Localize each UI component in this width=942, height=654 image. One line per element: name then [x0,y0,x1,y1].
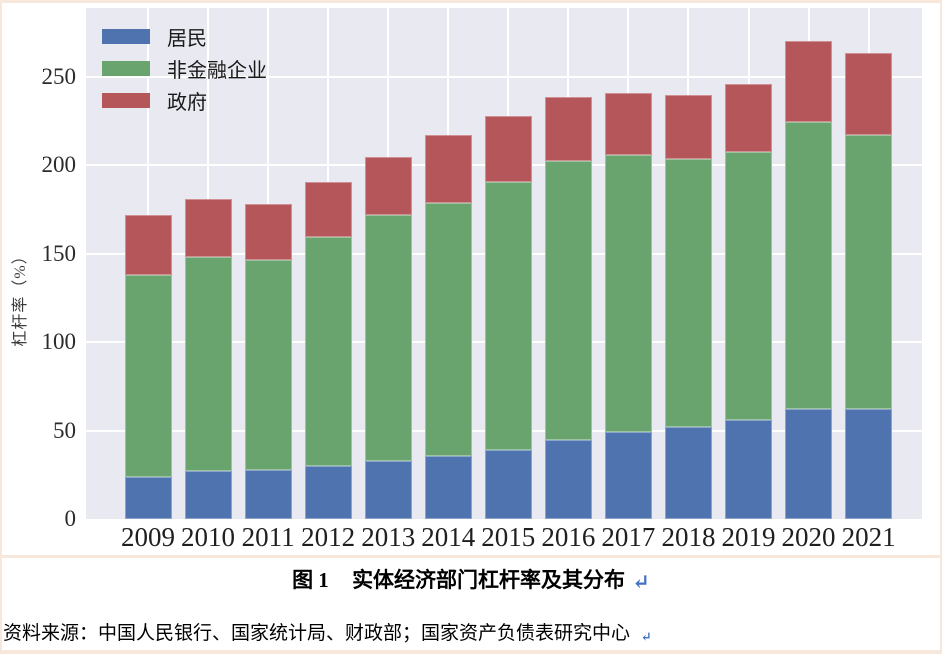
bar-segment-政府-2009 [124,214,172,276]
bar-segment-政府-2018 [664,95,712,159]
bar-segment-政府-2013 [364,157,412,216]
x-tick-label: 2013 [361,522,416,552]
bar-segment-非金融企业-2016 [544,161,592,440]
x-tick-label: 2009 [121,522,175,552]
y-tick-label: 50 [53,417,76,443]
figure-caption-title: 实体经济部门杠杆率及其分布 [352,568,626,592]
bar-segment-非金融企业-2014 [424,203,472,456]
x-tick-label: 2014 [421,522,476,552]
page-border-left [0,0,2,654]
bar-segment-非金融企业-2013 [364,215,412,461]
horizontal-gridline [86,75,922,78]
y-tick-label: 150 [41,240,77,266]
bar-segment-居民-2015 [484,449,532,519]
page-border-right [940,0,942,654]
bar-segment-非金融企业-2010 [184,256,232,471]
legend-swatch-icon [102,61,150,76]
chart-legend: 居民 非金融企业 政府 [102,26,267,122]
bar-segment-非金融企业-2020 [785,122,833,409]
y-tick-label: 200 [41,152,77,178]
legend-item: 非金融企业 [102,58,267,82]
legend-label: 非金融企业 [167,60,267,82]
figure-caption-number: 图 1 [292,568,329,592]
legend-item: 政府 [102,90,267,114]
plot-area: 居民 非金融企业 政府 [86,8,922,519]
x-tick-label: 2021 [841,522,896,552]
bar-segment-政府-2011 [244,203,292,260]
bar-segment-居民-2020 [785,409,833,519]
source-note: 资料来源：中国人民银行、国家统计局、财政部；国家资产负债表研究中心 ↵ [3,618,933,645]
page-border-top [0,0,942,3]
bar-segment-政府-2014 [424,134,472,204]
bar-segment-非金融企业-2009 [124,275,172,477]
bar-segment-政府-2017 [604,92,652,156]
bar-segment-非金融企业-2015 [484,181,532,450]
bar-segment-居民-2009 [124,476,172,519]
x-tick-label: 2015 [481,522,536,552]
legend-swatch-icon [102,93,150,108]
figure-bottom-edge [0,555,942,558]
bar-segment-居民-2019 [725,420,772,519]
bar-segment-政府-2012 [304,182,352,237]
bar-segment-居民-2011 [244,469,292,519]
page-border-bottom [0,650,942,654]
bar-segment-居民-2017 [604,432,652,519]
figure-caption: 图 1 实体经济部门杠杆率及其分布 ↵ [0,564,942,595]
bar-segment-居民-2010 [184,470,232,519]
y-tick-label: 0 [64,506,77,531]
legend-label: 政府 [167,92,207,114]
x-tick-label: 2012 [301,522,356,552]
source-text: 资料来源：中国人民银行、国家统计局、财政部；国家资产负债表研究中心 [3,623,631,644]
y-tick-label: 250 [41,63,77,89]
bar-segment-非金融企业-2019 [725,151,772,421]
x-tick-label: 2010 [181,522,236,552]
bar-segment-非金融企业-2011 [244,259,292,470]
x-tick-label: 2011 [241,522,295,552]
bar-segment-非金融企业-2017 [604,155,652,433]
bar-segment-政府-2020 [785,41,833,123]
bar-segment-居民-2016 [544,439,592,519]
bar-segment-非金融企业-2018 [664,158,712,427]
x-tick-label: 2019 [721,522,776,552]
bar-segment-居民-2014 [424,455,472,519]
bar-segment-政府-2015 [484,116,532,182]
legend-item: 居民 [102,26,267,50]
y-tick-label: 100 [41,329,77,355]
legend-swatch-icon [102,29,150,44]
legend-label: 居民 [167,28,207,50]
bar-segment-政府-2019 [725,83,772,152]
paragraph-return-mark-icon: ↵ [632,570,650,594]
paragraph-return-mark-small-icon: ↵ [640,629,652,644]
bar-segment-居民-2021 [845,409,893,519]
x-tick-label: 2017 [601,522,656,552]
bar-segment-政府-2016 [544,96,592,162]
bar-segment-居民-2018 [664,426,712,519]
bar-segment-居民-2012 [304,466,352,519]
bar-segment-居民-2013 [364,460,412,519]
bar-segment-非金融企业-2021 [845,135,893,409]
x-tick-label: 2020 [781,522,836,552]
bar-segment-政府-2021 [845,52,893,136]
x-tick-label: 2018 [661,522,716,552]
x-tick-label: 2016 [541,522,596,552]
bar-segment-非金融企业-2012 [304,236,352,467]
bar-segment-政府-2010 [184,199,232,257]
